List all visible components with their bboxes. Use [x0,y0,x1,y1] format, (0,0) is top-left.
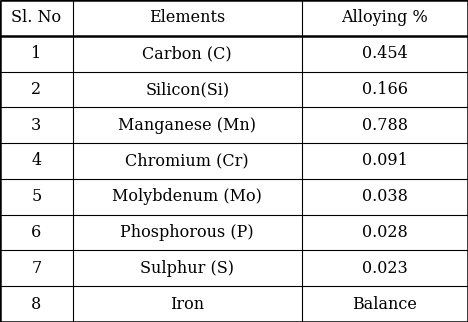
Text: Iron: Iron [170,296,204,313]
Text: Sulphur (S): Sulphur (S) [140,260,234,277]
Text: 3: 3 [31,117,41,134]
Text: Balance: Balance [352,296,417,313]
Text: Phosphorous (P): Phosphorous (P) [120,224,254,241]
Text: Manganese (Mn): Manganese (Mn) [118,117,256,134]
Text: 0.091: 0.091 [362,153,408,169]
Text: 1: 1 [31,45,41,62]
Text: Sl. No: Sl. No [11,9,61,26]
Text: 5: 5 [31,188,41,205]
Text: Alloying %: Alloying % [342,9,428,26]
Text: Elements: Elements [149,9,225,26]
Text: 4: 4 [31,153,41,169]
Text: 0.166: 0.166 [362,81,408,98]
Text: Chromium (Cr): Chromium (Cr) [125,153,249,169]
Text: Carbon (C): Carbon (C) [142,45,232,62]
Text: 0.028: 0.028 [362,224,408,241]
Text: 7: 7 [31,260,41,277]
Text: Silicon(Si): Silicon(Si) [145,81,229,98]
Text: 0.454: 0.454 [362,45,408,62]
Text: Molybdenum (Mo): Molybdenum (Mo) [112,188,262,205]
Text: 0.788: 0.788 [362,117,408,134]
Text: 6: 6 [31,224,41,241]
Text: 2: 2 [31,81,41,98]
Text: 8: 8 [31,296,41,313]
Text: 0.038: 0.038 [362,188,408,205]
Text: 0.023: 0.023 [362,260,408,277]
